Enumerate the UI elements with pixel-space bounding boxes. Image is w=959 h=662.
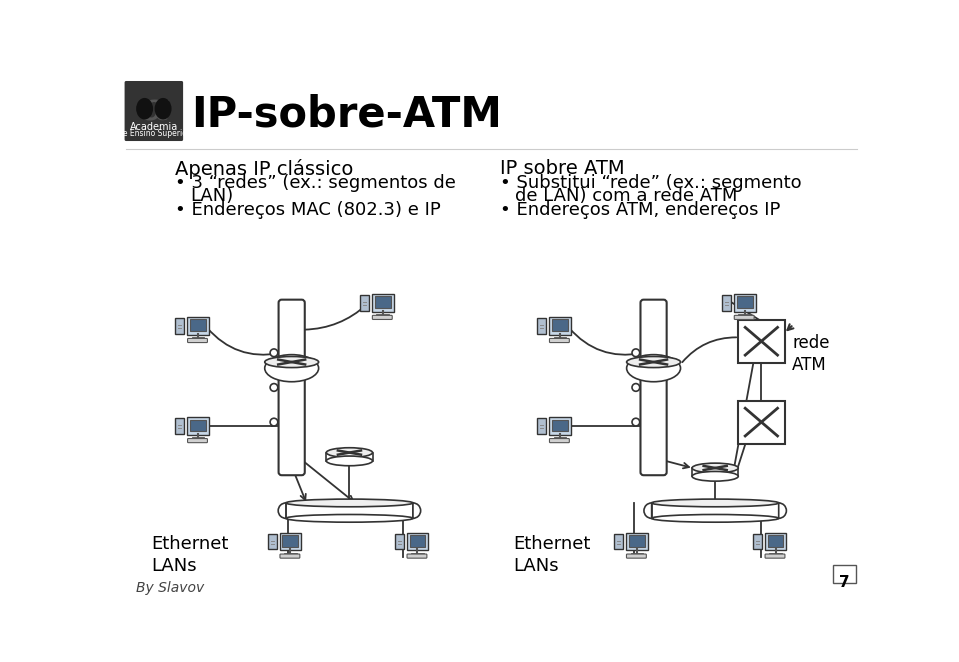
Text: • 3 “redes” (ex.: segmentos de: • 3 “redes” (ex.: segmentos de — [175, 174, 456, 192]
Ellipse shape — [692, 471, 738, 481]
FancyBboxPatch shape — [407, 532, 429, 550]
FancyBboxPatch shape — [537, 418, 547, 434]
Ellipse shape — [626, 356, 681, 367]
FancyBboxPatch shape — [734, 294, 756, 312]
Text: LAN): LAN) — [190, 187, 233, 205]
Bar — [652, 503, 779, 518]
Bar — [326, 453, 372, 461]
Ellipse shape — [286, 514, 413, 522]
Wedge shape — [278, 503, 286, 518]
FancyBboxPatch shape — [537, 318, 547, 334]
FancyBboxPatch shape — [737, 320, 785, 363]
FancyBboxPatch shape — [188, 338, 207, 342]
Circle shape — [270, 383, 278, 391]
Ellipse shape — [326, 448, 372, 457]
FancyBboxPatch shape — [278, 300, 305, 475]
Ellipse shape — [692, 463, 738, 473]
FancyBboxPatch shape — [550, 417, 571, 435]
FancyBboxPatch shape — [626, 554, 646, 558]
Text: α: α — [139, 89, 169, 128]
FancyBboxPatch shape — [375, 297, 391, 308]
FancyBboxPatch shape — [188, 438, 207, 443]
Text: de Ensino Superior: de Ensino Superior — [118, 129, 190, 138]
Circle shape — [270, 349, 278, 357]
FancyBboxPatch shape — [372, 294, 394, 312]
Text: IP sobre ATM: IP sobre ATM — [500, 159, 624, 178]
FancyBboxPatch shape — [735, 315, 754, 320]
Text: Ethernet
LANs: Ethernet LANs — [152, 536, 229, 575]
FancyBboxPatch shape — [190, 319, 206, 331]
FancyBboxPatch shape — [764, 532, 786, 550]
Bar — [692, 468, 738, 476]
FancyBboxPatch shape — [280, 532, 301, 550]
Ellipse shape — [652, 499, 779, 507]
Text: • Substitui “rede” (ex.: segmento: • Substitui “rede” (ex.: segmento — [500, 174, 801, 192]
FancyBboxPatch shape — [626, 532, 647, 550]
Ellipse shape — [286, 499, 413, 507]
FancyBboxPatch shape — [372, 315, 392, 320]
FancyBboxPatch shape — [550, 338, 570, 342]
FancyBboxPatch shape — [395, 534, 404, 549]
Text: • Endereços ATM, endereços IP: • Endereços ATM, endereços IP — [500, 201, 780, 219]
Text: Academia: Academia — [129, 122, 178, 132]
FancyBboxPatch shape — [360, 295, 369, 310]
FancyBboxPatch shape — [765, 554, 784, 558]
Wedge shape — [413, 503, 421, 518]
Text: 7: 7 — [839, 575, 850, 590]
FancyBboxPatch shape — [614, 534, 623, 549]
Text: By Slavov: By Slavov — [136, 581, 204, 596]
Bar — [286, 503, 413, 518]
FancyBboxPatch shape — [833, 565, 856, 583]
FancyBboxPatch shape — [737, 297, 753, 308]
Ellipse shape — [265, 356, 318, 367]
Ellipse shape — [326, 456, 372, 466]
Ellipse shape — [154, 98, 172, 119]
Circle shape — [632, 418, 640, 426]
FancyBboxPatch shape — [283, 535, 298, 547]
FancyBboxPatch shape — [552, 420, 568, 431]
Circle shape — [270, 418, 278, 426]
Text: Ethernet
LANs: Ethernet LANs — [513, 536, 591, 575]
FancyBboxPatch shape — [190, 420, 206, 431]
FancyBboxPatch shape — [753, 534, 761, 549]
FancyBboxPatch shape — [187, 317, 209, 335]
Text: IP-sobre-ATM: IP-sobre-ATM — [192, 93, 503, 135]
FancyBboxPatch shape — [550, 317, 571, 335]
Ellipse shape — [265, 355, 318, 382]
Text: • Endereços MAC (802.3) e IP: • Endereços MAC (802.3) e IP — [175, 201, 440, 219]
FancyBboxPatch shape — [550, 438, 570, 443]
Ellipse shape — [626, 355, 681, 382]
FancyBboxPatch shape — [175, 318, 184, 334]
FancyBboxPatch shape — [280, 554, 300, 558]
FancyBboxPatch shape — [722, 295, 731, 310]
Text: de LAN) com a rede ATM: de LAN) com a rede ATM — [515, 187, 737, 205]
Ellipse shape — [136, 98, 153, 119]
FancyBboxPatch shape — [552, 319, 568, 331]
Circle shape — [632, 383, 640, 391]
Text: rede
ATM: rede ATM — [792, 334, 830, 374]
Circle shape — [632, 349, 640, 357]
FancyBboxPatch shape — [407, 554, 427, 558]
FancyBboxPatch shape — [629, 535, 644, 547]
Ellipse shape — [652, 514, 779, 522]
FancyBboxPatch shape — [767, 535, 784, 547]
Wedge shape — [643, 503, 652, 518]
FancyBboxPatch shape — [737, 401, 785, 444]
FancyBboxPatch shape — [187, 417, 209, 435]
FancyBboxPatch shape — [409, 535, 426, 547]
FancyBboxPatch shape — [125, 81, 183, 141]
FancyBboxPatch shape — [268, 534, 277, 549]
Text: Apenas IP clássico: Apenas IP clássico — [175, 159, 353, 179]
Wedge shape — [779, 503, 786, 518]
FancyBboxPatch shape — [641, 300, 667, 475]
FancyBboxPatch shape — [175, 418, 184, 434]
